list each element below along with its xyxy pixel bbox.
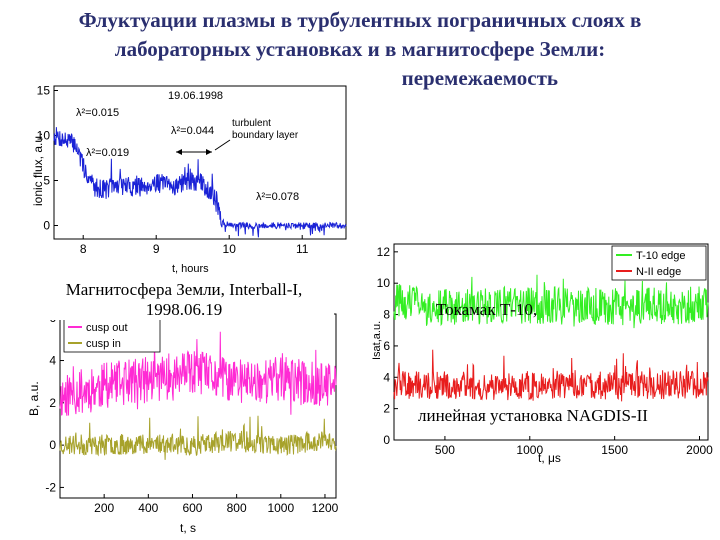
annotation-boundary-layer: boundary layer [232, 130, 299, 141]
chart1-ylabel: ionic flux, a.u. [31, 133, 45, 206]
chart3-ytick-label: 0 [383, 433, 390, 447]
caption-magnetosphere-line-1: Магнитосфера Земли, Interball-I, [65, 280, 303, 299]
legend-box [63, 317, 161, 353]
cusp-in-series [59, 415, 337, 460]
chart3-ytick-label: 8 [383, 308, 390, 322]
chart2-xtick-label: 400 [138, 501, 158, 515]
caption-magnetosphere: Магнитосфера Земли, Interball-I, 1998.06… [34, 280, 334, 320]
chart1-ytick-label: 10 [37, 129, 51, 143]
annotation-lambda-1: λ²=0.015 [76, 107, 119, 119]
legend-label-t10: T-10 edge [636, 250, 686, 262]
annotation-lambda-4: λ²=0.078 [256, 191, 299, 203]
caption-tokamak: Токамак Т-10, [436, 300, 538, 319]
chart3-xtick-label: 1000 [516, 443, 543, 457]
plot-frame [53, 85, 347, 240]
title-line-2: лабораторных установках и в магнитосфере… [114, 37, 606, 61]
ionic-flux-chart: 8 9 10 11 0 5 10 15 19.06.1998 λ²=0.015 λ²=0.01… [31, 84, 347, 275]
cusp-out-series [59, 331, 337, 416]
chart2-ytick-label: 2 [49, 396, 56, 410]
chart3-xlabel: t, μs [538, 451, 561, 465]
chart2-xtick-label: 600 [182, 501, 202, 515]
chart2-xtick-label: 800 [227, 501, 247, 515]
annotation-lambda-2: λ²=0.019 [86, 147, 129, 159]
caption-magnetosphere-line-2: 1998.06.19 [145, 300, 223, 319]
chart1-ytick-label: 5 [43, 174, 50, 188]
chart1-xtick-label: 11 [296, 242, 309, 256]
chart2-xtick-label: 200 [94, 501, 114, 515]
chart3-ytick-label: 12 [377, 245, 391, 259]
annotation-turbulent: turbulent [232, 118, 271, 129]
chart1-title: 19.06.1998 [168, 90, 223, 102]
chart3-ylabel: Isat,a.u. [371, 321, 383, 360]
nii-edge-series [393, 349, 709, 402]
chart2-ytick-label: 4 [49, 354, 56, 368]
chart1-xtick-label: 9 [153, 242, 160, 256]
chart2-xlabel: t, s [180, 521, 196, 535]
title-line-3: перемежаемость [401, 66, 558, 90]
chart3-ytick-label: 4 [383, 370, 390, 384]
legend-box [611, 245, 707, 281]
chart1-ytick-label: 0 [43, 219, 50, 233]
chart1-xtick-label: 8 [80, 242, 87, 256]
legend-label-nii: N-II edge [636, 266, 681, 278]
chart2-ytick-label: 0 [49, 438, 56, 452]
legend-label-cusp-in: cusp in [86, 338, 121, 350]
chart3-xtick-label: 2000 [686, 443, 713, 457]
chart1-xtick-label: 10 [223, 242, 237, 256]
t10-edge-series [393, 274, 709, 329]
chart3-ytick-label: 2 [383, 402, 390, 416]
arrow-head-right [206, 149, 212, 155]
arrow-pointer [214, 139, 231, 151]
caption-nagdis: линейная установка NAGDIS-II [418, 406, 648, 425]
chart3-ytick-label: 6 [383, 339, 390, 353]
chart2-xtick-label: 1200 [312, 501, 339, 515]
chart1-ytick-label: 15 [37, 84, 51, 98]
chart1-xlabel: t, hours [172, 263, 209, 275]
chart2-ytick-label: -2 [45, 480, 56, 494]
chart3-xtick-label: 500 [435, 443, 455, 457]
legend-label-cusp-out: cusp out [86, 322, 128, 334]
arrow-head-left [176, 149, 182, 155]
annotation-lambda-3: λ²=0.044 [171, 125, 214, 137]
isat-chart: 500 1000 1500 2000 0 2 4 6 8 10 12 T-10 edge N-II … [371, 243, 713, 465]
ionic-flux-series [53, 127, 347, 238]
slide-title: Флуктуации плазмы в турбулентных пограни… [20, 6, 700, 93]
chart2-ylabel: B, a.u. [27, 381, 41, 416]
chart3-xtick-label: 1500 [601, 443, 628, 457]
chart3-ytick-label: 10 [377, 276, 391, 290]
title-line-1: Флуктуации плазмы в турбулентных пограни… [78, 8, 642, 32]
chart2-xtick-label: 1000 [267, 501, 294, 515]
